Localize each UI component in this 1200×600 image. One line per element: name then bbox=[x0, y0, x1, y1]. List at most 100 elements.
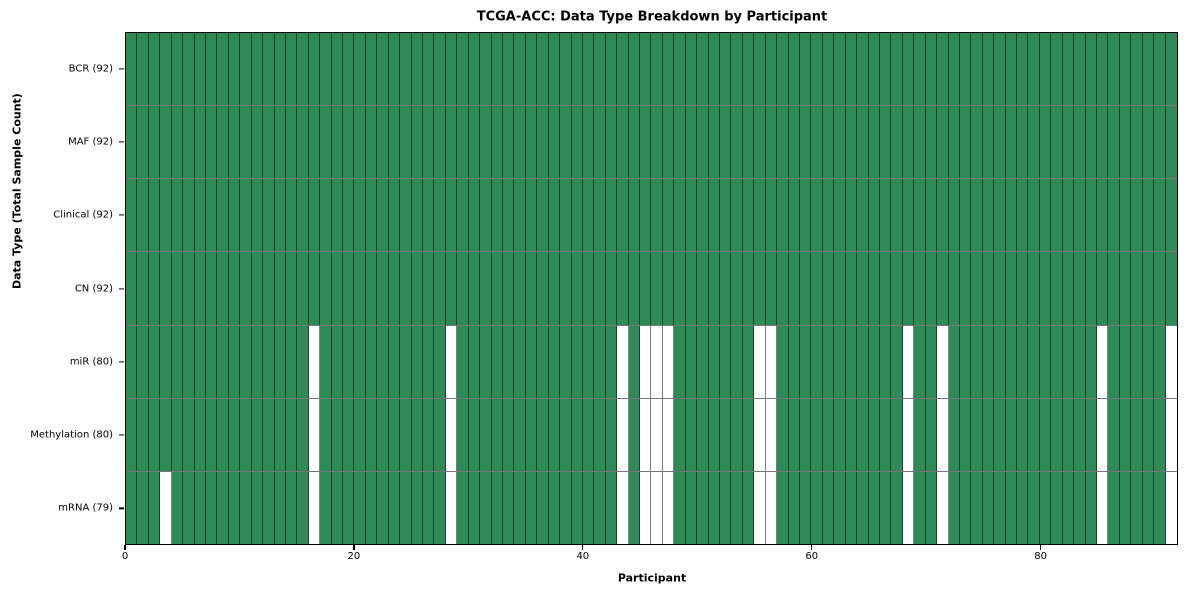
heatmap-cell bbox=[240, 471, 252, 544]
heatmap-cell bbox=[925, 325, 938, 398]
heatmap-cell bbox=[971, 252, 983, 325]
heatmap-cell bbox=[126, 325, 138, 398]
heatmap-cell bbox=[183, 325, 195, 398]
y-tick-mark bbox=[119, 214, 124, 216]
heatmap-cell bbox=[308, 179, 321, 252]
heatmap-cell bbox=[263, 106, 275, 179]
heatmap-cell bbox=[685, 179, 698, 252]
heatmap-cell bbox=[971, 325, 983, 398]
heatmap-cell bbox=[194, 471, 206, 544]
heatmap-cell bbox=[400, 325, 412, 398]
heatmap-cell bbox=[1131, 398, 1143, 471]
y-tick-mark bbox=[119, 507, 124, 509]
x-tick-mark bbox=[124, 545, 126, 550]
heatmap-cell bbox=[697, 398, 709, 471]
heatmap-cell bbox=[445, 398, 458, 471]
y-tick-label: Clinical (92) bbox=[53, 209, 113, 221]
heatmap-cell bbox=[537, 471, 549, 544]
x-ticks: 0 20 40 60 80 bbox=[122, 545, 1178, 571]
heatmap-cell bbox=[594, 33, 606, 106]
heatmap-cell bbox=[274, 33, 286, 106]
heatmap-cell bbox=[1085, 325, 1098, 398]
heatmap-cell bbox=[845, 471, 858, 544]
heatmap-cell bbox=[742, 398, 755, 471]
heatmap-cell bbox=[548, 33, 561, 106]
heatmap-cell bbox=[205, 179, 218, 252]
heatmap-cell bbox=[468, 325, 481, 398]
heatmap-cell bbox=[205, 398, 218, 471]
heatmap-cell bbox=[1005, 471, 1018, 544]
heatmap-cell bbox=[377, 471, 389, 544]
heatmap-cell bbox=[1074, 33, 1086, 106]
heatmap-cell bbox=[971, 471, 983, 544]
heatmap-cell bbox=[697, 325, 709, 398]
heatmap-cell bbox=[126, 471, 138, 544]
heatmap-cell bbox=[754, 179, 766, 252]
heatmap-cell bbox=[263, 398, 275, 471]
heatmap-cell bbox=[411, 106, 424, 179]
heatmap-cell bbox=[994, 325, 1006, 398]
heatmap-cell bbox=[491, 106, 503, 179]
heatmap-cell bbox=[788, 325, 800, 398]
heatmap-cell bbox=[194, 179, 206, 252]
heatmap-cell bbox=[674, 106, 686, 179]
heatmap-cell bbox=[388, 398, 401, 471]
heatmap-cell bbox=[788, 471, 800, 544]
heatmap-cell bbox=[868, 325, 880, 398]
heatmap-cell bbox=[685, 398, 698, 471]
y-tick-label: BCR (92) bbox=[68, 63, 113, 75]
heatmap-cell bbox=[857, 179, 869, 252]
heatmap-cell bbox=[285, 106, 298, 179]
heatmap-cell bbox=[377, 179, 389, 252]
heatmap-cell bbox=[765, 179, 778, 252]
heatmap-cell bbox=[537, 325, 549, 398]
heatmap-cell bbox=[982, 179, 995, 252]
heatmap-cell bbox=[388, 471, 401, 544]
heatmap-cell bbox=[1062, 325, 1075, 398]
heatmap-cell bbox=[1119, 179, 1132, 252]
heatmap-cell bbox=[297, 471, 309, 544]
heatmap-cell bbox=[480, 179, 492, 252]
heatmap-cell bbox=[468, 471, 481, 544]
heatmap-cell bbox=[137, 252, 149, 325]
x-tick-mark bbox=[582, 545, 584, 550]
heatmap-cell bbox=[720, 398, 732, 471]
heatmap-cell bbox=[1039, 33, 1052, 106]
heatmap-cell bbox=[137, 325, 149, 398]
heatmap-cell bbox=[1154, 325, 1166, 398]
heatmap-cell bbox=[891, 106, 903, 179]
heatmap-cell bbox=[1131, 106, 1143, 179]
heatmap-cell bbox=[285, 179, 298, 252]
heatmap-cell bbox=[902, 179, 915, 252]
heatmap-cell bbox=[251, 471, 264, 544]
heatmap-cell bbox=[948, 325, 960, 398]
heatmap-cell bbox=[240, 325, 252, 398]
heatmap-cell bbox=[205, 106, 218, 179]
heatmap-cell bbox=[1119, 398, 1132, 471]
heatmap-cell bbox=[685, 252, 698, 325]
heatmap-cell bbox=[857, 398, 869, 471]
heatmap-cell bbox=[560, 325, 572, 398]
heatmap-cell bbox=[274, 179, 286, 252]
heatmap-cell bbox=[1165, 325, 1177, 398]
heatmap-cell bbox=[1051, 33, 1063, 106]
heatmap-cell bbox=[868, 106, 880, 179]
heatmap-cell bbox=[297, 325, 309, 398]
heatmap-cell bbox=[1017, 106, 1029, 179]
heatmap-cell bbox=[1165, 106, 1177, 179]
heatmap-cell bbox=[822, 106, 835, 179]
heatmap-cell bbox=[1039, 325, 1052, 398]
heatmap-cell bbox=[297, 106, 309, 179]
heatmap-cell bbox=[822, 252, 835, 325]
heatmap-cell bbox=[605, 252, 618, 325]
heatmap-cell bbox=[240, 106, 252, 179]
heatmap-cell bbox=[959, 33, 972, 106]
heatmap-cell bbox=[754, 325, 766, 398]
heatmap-cell bbox=[274, 325, 286, 398]
heatmap-cell bbox=[365, 325, 378, 398]
heatmap-cell bbox=[514, 106, 526, 179]
heatmap-cell bbox=[868, 33, 880, 106]
heatmap-cell bbox=[948, 252, 960, 325]
heatmap-cell bbox=[971, 179, 983, 252]
heatmap-cell bbox=[560, 33, 572, 106]
